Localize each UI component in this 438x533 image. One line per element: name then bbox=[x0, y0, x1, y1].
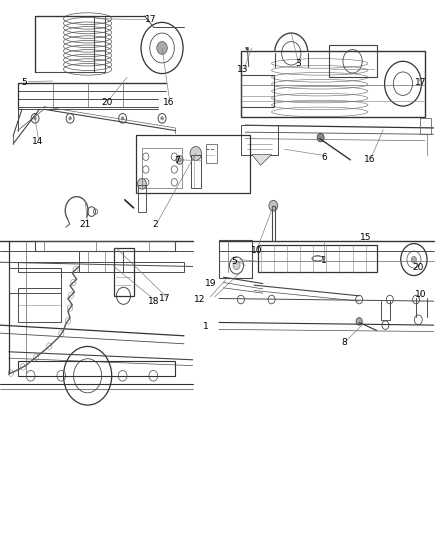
Text: 15: 15 bbox=[360, 233, 371, 241]
Bar bbox=[18, 262, 184, 272]
Text: 10: 10 bbox=[415, 290, 426, 298]
Text: 1: 1 bbox=[321, 256, 327, 264]
Text: 16: 16 bbox=[364, 156, 376, 164]
Bar bbox=[114, 248, 134, 296]
Bar bbox=[35, 16, 94, 72]
Text: 17: 17 bbox=[159, 294, 170, 303]
Circle shape bbox=[178, 158, 181, 162]
Text: 1: 1 bbox=[203, 322, 209, 330]
Text: 20: 20 bbox=[102, 98, 113, 107]
Text: 14: 14 bbox=[32, 137, 43, 146]
Text: 20: 20 bbox=[413, 263, 424, 272]
Bar bbox=[191, 155, 201, 188]
Circle shape bbox=[161, 117, 163, 120]
Text: 17: 17 bbox=[145, 15, 157, 23]
Text: 19: 19 bbox=[205, 279, 216, 288]
Text: 7: 7 bbox=[174, 157, 180, 165]
Bar bbox=[420, 118, 431, 134]
Circle shape bbox=[269, 200, 278, 211]
Circle shape bbox=[233, 261, 240, 270]
Bar bbox=[142, 148, 182, 188]
Circle shape bbox=[138, 179, 146, 189]
Text: 12: 12 bbox=[194, 295, 205, 304]
Bar bbox=[241, 125, 278, 155]
Circle shape bbox=[317, 133, 324, 142]
Bar bbox=[18, 288, 61, 322]
Bar bbox=[35, 241, 175, 251]
Bar bbox=[206, 144, 217, 163]
Text: 8: 8 bbox=[341, 338, 347, 346]
Text: 21: 21 bbox=[80, 221, 91, 229]
Bar bbox=[272, 206, 275, 241]
Circle shape bbox=[34, 117, 36, 120]
Text: 5: 5 bbox=[21, 78, 27, 87]
Circle shape bbox=[121, 117, 124, 120]
Bar bbox=[328, 45, 377, 77]
Bar bbox=[9, 268, 61, 293]
Polygon shape bbox=[252, 155, 272, 165]
Circle shape bbox=[356, 318, 362, 325]
Circle shape bbox=[69, 117, 71, 120]
Circle shape bbox=[411, 256, 417, 263]
Bar bbox=[258, 245, 377, 272]
Bar bbox=[138, 185, 146, 212]
Text: 2: 2 bbox=[153, 221, 158, 229]
Bar bbox=[79, 251, 123, 272]
Circle shape bbox=[190, 147, 201, 160]
Bar bbox=[241, 75, 274, 107]
Bar bbox=[219, 240, 252, 278]
Bar bbox=[136, 135, 250, 193]
Circle shape bbox=[157, 42, 167, 54]
Text: 5: 5 bbox=[231, 257, 237, 265]
Text: 13: 13 bbox=[237, 65, 249, 74]
Text: 18: 18 bbox=[148, 297, 159, 305]
Bar bbox=[241, 51, 425, 117]
Text: 6: 6 bbox=[321, 153, 327, 161]
Bar bbox=[18, 361, 175, 376]
Text: 16: 16 bbox=[163, 98, 174, 107]
Text: 10: 10 bbox=[251, 246, 262, 255]
Text: 3: 3 bbox=[295, 60, 301, 68]
Text: 17: 17 bbox=[415, 78, 426, 87]
Bar bbox=[94, 16, 105, 72]
